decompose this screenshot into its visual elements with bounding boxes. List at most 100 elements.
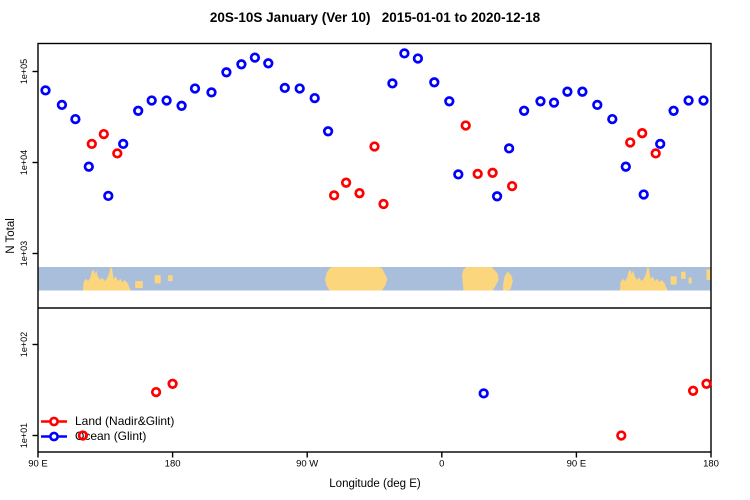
data-point-ocean (503, 143, 515, 154)
map-land-islands-155e-repeat (670, 276, 677, 285)
data-point-ocean (412, 53, 424, 64)
legend-label-ocean: Ocean (Glint) (75, 429, 147, 443)
data-point-ocean (206, 87, 217, 98)
data-point-ocean (518, 105, 530, 116)
data-point-land (701, 378, 712, 389)
x-tick-label: 90 E (567, 459, 587, 470)
data-point-ocean (668, 105, 679, 116)
data-point-land (637, 128, 648, 139)
data-point-ocean (294, 83, 305, 94)
data-point-ocean (444, 96, 455, 107)
data-point-land (150, 386, 162, 398)
x-tick-label: 180 (703, 459, 719, 470)
series-land (77, 120, 712, 441)
data-point-ocean (453, 169, 464, 180)
ocean-open-circle-icon (41, 431, 67, 442)
y-axis-ticks: 1e+05 1e+04 1e+03 1e+02 1e+01 (19, 59, 38, 448)
data-point-ocean (189, 83, 201, 94)
data-point-ocean (263, 58, 274, 69)
y-tick-label: 1e+03 (19, 241, 29, 266)
x-axis-title: Longitude (deg E) (329, 478, 421, 490)
data-point-ocean (279, 82, 290, 94)
data-point-land (369, 141, 380, 152)
data-point-land (506, 180, 518, 192)
data-point-land (687, 385, 699, 396)
data-point-ocean (236, 59, 247, 70)
map-land-islands-coral-sea (688, 277, 692, 284)
data-point-ocean (40, 85, 51, 96)
data-point-land (167, 378, 178, 389)
data-point-land (354, 188, 365, 199)
data-point-ocean (399, 48, 410, 59)
y-tick-label: 1e+02 (19, 332, 29, 357)
data-point-ocean (83, 161, 94, 172)
data-point-ocean (70, 113, 81, 125)
map-land-islands-168e-repeat (681, 271, 686, 279)
data-point-land (625, 137, 636, 148)
y-tick-label: 1e+01 (19, 423, 29, 448)
x-tick-label: 90 W (296, 459, 318, 470)
data-point-ocean (478, 388, 489, 399)
x-tick-label: 90 E (28, 459, 48, 470)
map-land-africa (462, 267, 499, 291)
data-point-land (98, 128, 109, 140)
map-land-islands-fiji-repeat (706, 269, 711, 280)
x-axis-ticks: 90 E 180 90 W 0 90 E 180 (28, 452, 719, 470)
data-point-ocean (176, 100, 187, 111)
data-point-land (616, 430, 627, 441)
data-point-land (487, 167, 498, 178)
data-point-ocean (56, 99, 68, 111)
legend-item-land: Land (Nadir&Glint) (41, 414, 174, 429)
data-point-ocean (655, 138, 666, 150)
map-strip-land-group (82, 267, 711, 291)
map-land-islands-fiji (168, 275, 173, 282)
map-land-australia-newguinea-repeat (619, 267, 668, 291)
legend: Land (Nadir&Glint) Ocean (Glint) (41, 414, 174, 444)
map-land-australia-newguinea (82, 267, 131, 291)
data-point-ocean (491, 191, 503, 202)
data-point-ocean (607, 113, 618, 125)
x-tick-label: 0 (439, 459, 444, 470)
data-point-ocean (103, 190, 114, 202)
map-land-islands-168e (154, 275, 161, 284)
y-axis-title: N Total (5, 218, 17, 254)
data-point-ocean (562, 86, 573, 97)
data-point-ocean (161, 95, 172, 106)
map-strip-ocean (38, 267, 711, 291)
data-point-land (112, 148, 123, 159)
data-point-land (460, 120, 471, 131)
x-tick-label: 180 (165, 459, 181, 470)
data-point-ocean (322, 126, 334, 137)
map-land-madagascar (503, 271, 513, 291)
data-point-land (378, 198, 389, 210)
data-point-ocean (535, 96, 546, 107)
legend-item-ocean: Ocean (Glint) (41, 429, 174, 444)
land-open-circle-icon (41, 416, 67, 427)
data-point-ocean (249, 52, 261, 63)
data-point-ocean (221, 67, 232, 78)
data-point-ocean (638, 189, 649, 200)
plot-border (37, 42, 712, 453)
data-point-ocean (620, 161, 631, 172)
y-tick-label: 1e+05 (19, 59, 29, 84)
map-land-islands-155e (135, 281, 143, 289)
data-point-land (650, 148, 661, 159)
data-point-ocean (577, 86, 588, 97)
data-point-land (86, 138, 97, 150)
data-point-land (340, 177, 352, 188)
data-point-ocean (309, 92, 320, 104)
data-point-ocean (548, 97, 560, 108)
y-tick-label: 1e+04 (19, 150, 29, 175)
data-point-land (328, 190, 340, 201)
data-point-ocean (387, 78, 398, 89)
legend-label-land: Land (Nadir&Glint) (75, 414, 175, 428)
data-point-land (472, 168, 483, 180)
chart-title: 20S-10S January (Ver 10) 2015-01-01 to 2… (209, 10, 541, 25)
data-point-ocean (118, 138, 129, 150)
data-point-ocean (429, 77, 440, 88)
data-point-ocean (683, 95, 694, 106)
map-land-south-america (325, 267, 388, 291)
series-ocean (40, 48, 709, 399)
data-point-ocean (133, 105, 144, 116)
data-point-ocean (698, 95, 709, 106)
